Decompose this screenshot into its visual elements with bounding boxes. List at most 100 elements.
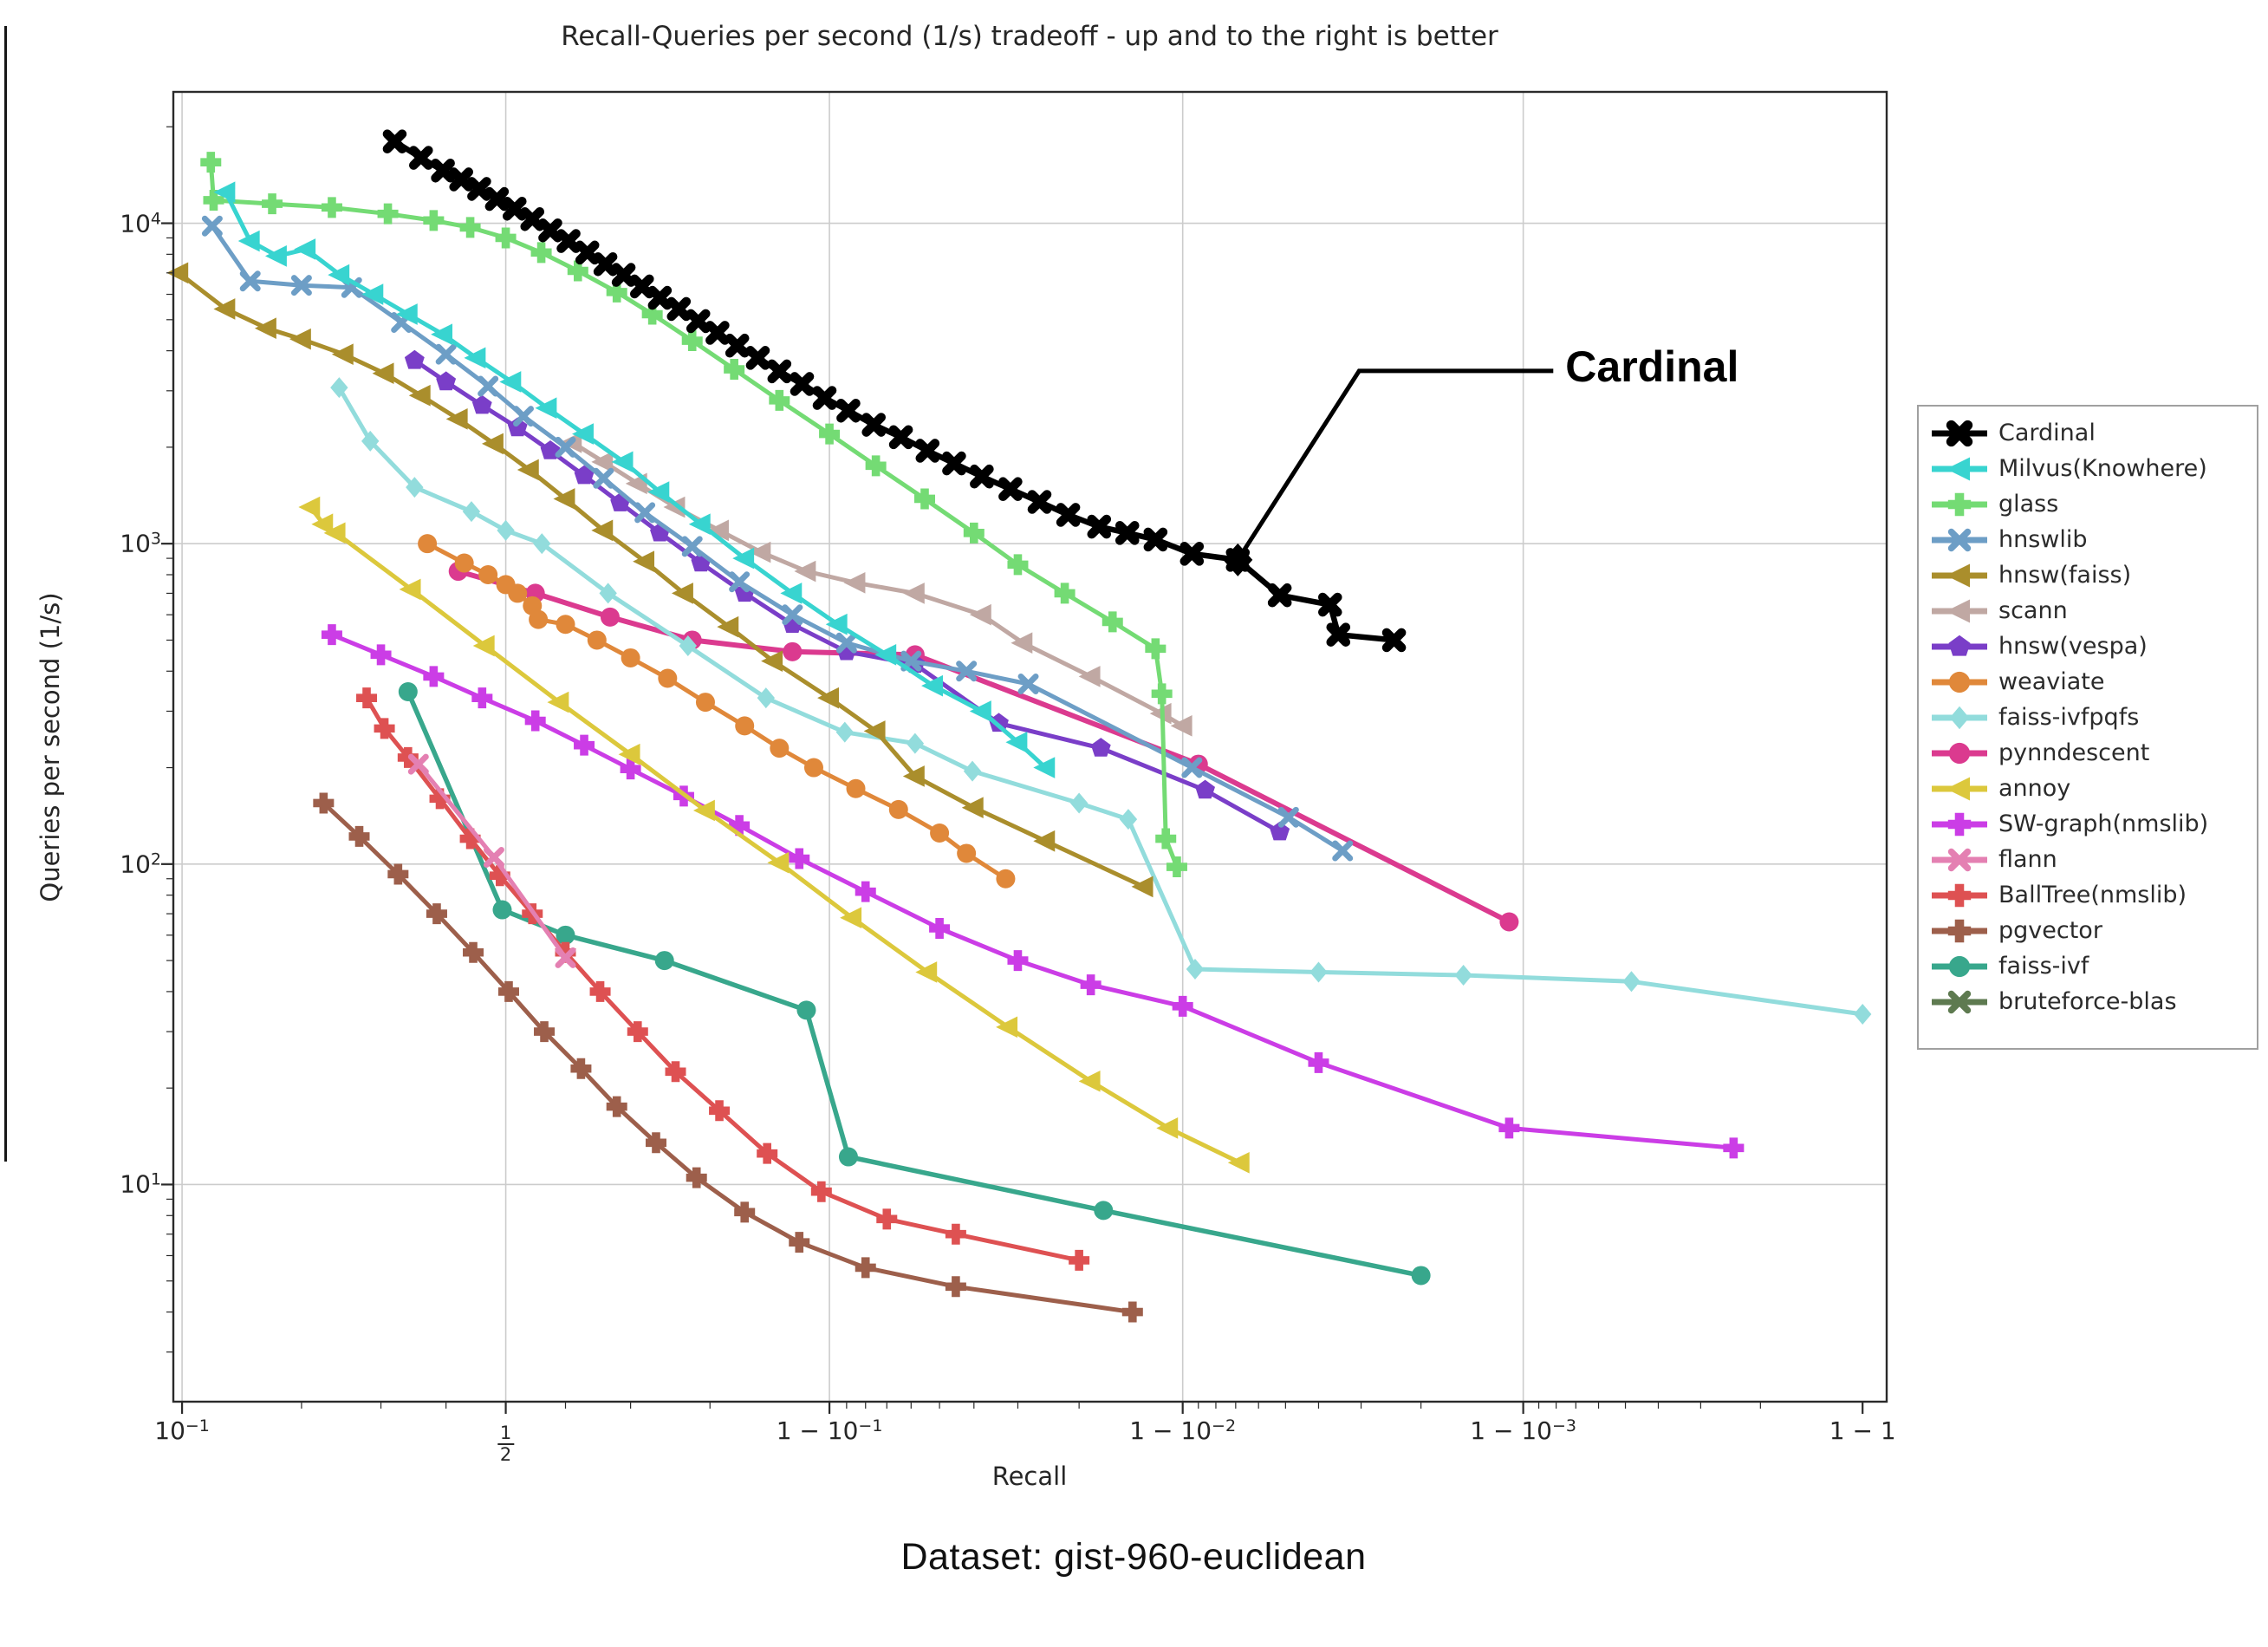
series-marker-hnsw(faiss) <box>902 765 925 787</box>
series-marker-hnsw(faiss) <box>517 459 539 481</box>
series-marker-glass <box>1054 583 1076 604</box>
series-marker-hnswlib <box>835 632 857 654</box>
series-marker-Cardinal <box>915 439 940 463</box>
series-marker-scann <box>1011 632 1033 654</box>
series-marker-faiss-ivfpqfs <box>497 519 515 541</box>
series-marker-annoy <box>323 522 346 544</box>
series-marker-SW-graph(nmslib) <box>423 666 445 687</box>
y-tick-label: 102 <box>120 850 161 878</box>
y-tick-label: 104 <box>120 209 161 238</box>
series-marker-SW-graph(nmslib) <box>370 644 392 666</box>
series-marker-hnsw(faiss) <box>289 328 311 350</box>
series-marker-hnswlib <box>956 661 978 682</box>
legend-marker-icon <box>1932 563 1987 588</box>
series-marker-pgvector <box>945 1276 966 1298</box>
series-marker-glass <box>530 242 552 264</box>
series-marker-Cardinal <box>467 177 491 201</box>
y-tick-exp: 2 <box>150 850 161 869</box>
series-marker-faiss-ivfpqfs <box>1853 1004 1872 1025</box>
legend-marker-pentagon <box>1948 635 1971 656</box>
series-marker-Cardinal <box>611 263 636 287</box>
series-marker-scann <box>749 541 771 563</box>
series-marker-glass <box>423 210 445 231</box>
x-tick-base: 10 <box>1521 1416 1552 1445</box>
series-marker-annoy <box>767 851 790 874</box>
series-marker-glass <box>459 217 481 238</box>
series-marker-Cardinal <box>686 309 711 334</box>
series-marker-SW-graph(nmslib) <box>1172 995 1193 1017</box>
series-marker-hnsw(faiss) <box>863 720 886 742</box>
legend-marker-tri-left <box>1946 563 1971 588</box>
series-marker-hnswlib <box>782 604 803 626</box>
series-marker-Cardinal <box>745 346 770 370</box>
series-marker-SW-graph(nmslib) <box>321 624 342 646</box>
series-marker-faiss-ivfpqfs <box>1186 959 1205 980</box>
series-marker-SW-graph(nmslib) <box>574 734 595 756</box>
series-marker-BallTree(nmslib) <box>1069 1249 1090 1271</box>
series-marker-faiss-ivf <box>1094 1201 1114 1221</box>
series-marker-Milvus(Knowhere) <box>611 451 634 473</box>
series-marker-hnsw(faiss) <box>671 583 693 604</box>
series-marker-hnswlib <box>681 536 703 557</box>
series-marker-hnswlib <box>478 375 499 397</box>
x-tick-label: 10−1 <box>154 1416 210 1445</box>
series-marker-weaviate <box>735 716 755 736</box>
legend-item-Cardinal: Cardinal <box>1919 415 2257 451</box>
series-marker-Milvus(Knowhere) <box>874 644 897 666</box>
legend-marker-x <box>1947 990 1972 1013</box>
series-marker-Cardinal <box>647 285 673 310</box>
series-marker-Cardinal <box>767 359 792 384</box>
legend-label: bruteforce-blas <box>1998 988 2177 1015</box>
series-marker-hnswlib <box>290 275 312 296</box>
series-marker-faiss-ivfpqfs <box>361 430 380 452</box>
series-marker-glass <box>963 522 985 544</box>
series-marker-hnsw(faiss) <box>166 262 189 284</box>
series-marker-Cardinal <box>888 425 913 450</box>
series-marker-Milvus(Knowhere) <box>921 674 943 697</box>
series-marker-weaviate <box>587 630 607 650</box>
series-marker-annoy <box>1156 1117 1179 1139</box>
annotation-leader-line <box>1236 368 1554 562</box>
series-marker-faiss-ivf <box>492 900 512 920</box>
series-marker-weaviate <box>803 758 823 778</box>
series-marker-hnsw(faiss) <box>331 343 354 366</box>
series-marker-SW-graph(nmslib) <box>1723 1137 1745 1159</box>
series-marker-pgvector <box>497 980 519 1002</box>
series-marker-BallTree(nmslib) <box>945 1223 966 1245</box>
legend-label: weaviate <box>1998 668 2105 695</box>
x-tick-base: 10 <box>1180 1416 1212 1445</box>
legend-marker-icon <box>1932 848 1987 871</box>
legend-item-Milvus(Knowhere): Milvus(Knowhere) <box>1919 451 2257 486</box>
series-marker-Milvus(Knowhere) <box>264 245 287 267</box>
series-marker-weaviate <box>846 778 866 798</box>
series-marker-Cardinal <box>1056 503 1081 527</box>
series-marker-glass <box>1166 856 1187 878</box>
series-marker-pgvector <box>734 1201 756 1223</box>
series-marker-faiss-ivfpqfs <box>757 687 776 709</box>
y-tick-exp: 4 <box>150 209 161 229</box>
series-marker-hnsw(faiss) <box>408 384 431 407</box>
series-marker-Milvus(Knowhere) <box>1005 731 1028 753</box>
series-marker-glass <box>1007 554 1029 576</box>
series-marker-BallTree(nmslib) <box>810 1181 832 1202</box>
chart-title: Recall-Queries per second (1/s) tradeoff… <box>561 21 1498 52</box>
series-marker-Milvus(Knowhere) <box>647 481 670 503</box>
series-marker-hnsw(faiss) <box>372 362 394 385</box>
legend-marker-diamond <box>1949 706 1970 729</box>
series-marker-Cardinal <box>666 296 692 322</box>
fraction-denominator: 2 <box>499 1444 512 1466</box>
series-marker-pgvector <box>686 1167 707 1188</box>
legend-label: Milvus(Knowhere) <box>1998 455 2207 482</box>
series-marker-Cardinal <box>942 451 966 476</box>
series-marker-Cardinal <box>1143 527 1168 552</box>
series-marker-scann <box>902 583 925 604</box>
series-marker-annoy <box>915 961 938 983</box>
legend-label: SW-graph(nmslib) <box>1998 810 2209 837</box>
legend-label: BallTree(nmslib) <box>1998 882 2187 908</box>
series-marker-annoy <box>298 496 321 518</box>
series-marker-glass <box>495 227 517 249</box>
series-marker-hnsw(faiss) <box>1033 830 1056 852</box>
legend-marker-tri-left <box>1946 776 1971 801</box>
